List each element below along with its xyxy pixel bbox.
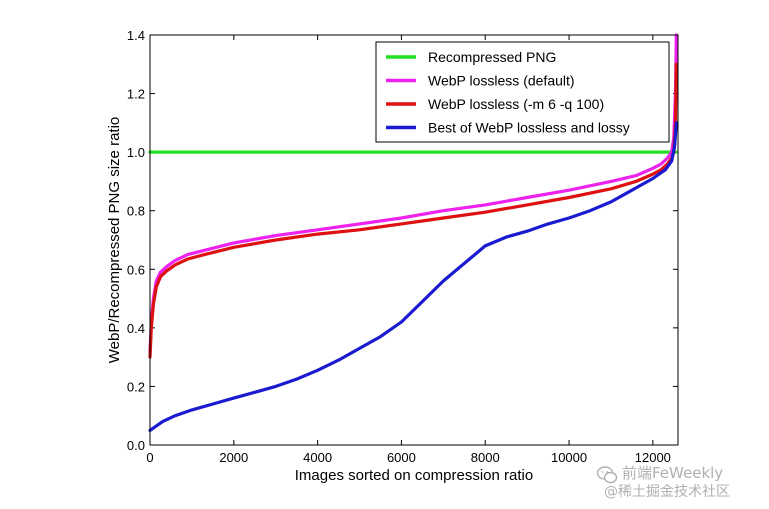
plot-frame (149, 34, 679, 446)
wechat-icon (596, 466, 618, 484)
x-tick-label: 8000 (471, 450, 500, 465)
watermark-line1: 前端FeWeekly (622, 464, 724, 482)
x-tick-label: 0 (146, 450, 153, 465)
legend-entry: WebP lossless (default) (428, 73, 575, 89)
x-tick-label: 6000 (387, 450, 416, 465)
series-line-3 (148, 62, 678, 359)
y-axis-label: WebP/Recompressed PNG size ratio (106, 117, 123, 363)
watermark: 前端FeWeekly @稀土掘金技术社区 (596, 458, 766, 502)
y-tick-label: 0.6 (127, 262, 145, 277)
series-layer (148, 33, 678, 432)
legend-entry: Best of WebP lossless and lossy (428, 120, 630, 136)
y-tick-label: 1.2 (127, 87, 145, 102)
y-tick-label: 0.8 (127, 204, 145, 219)
legend-entry: Recompressed PNG (428, 49, 556, 65)
x-tick-label: 2000 (219, 450, 248, 465)
legend: Recompressed PNG WebP lossless (default) W… (375, 41, 670, 143)
x-tick-label: 12000 (635, 450, 671, 465)
legend-box (375, 41, 670, 143)
x-axis-label: Images sorted on compression ratio (295, 467, 533, 484)
tick-labels: 0 2000 4000 6000 8000 10000 12000 0.0 0.2 0.4 0.6 0… (127, 28, 671, 465)
series-line-4 (148, 121, 678, 432)
y-tick-label: 0.0 (127, 438, 145, 453)
y-tick-label: 0.4 (127, 321, 145, 336)
y-tick-label: 1.4 (127, 28, 145, 43)
y-tick-label: 1.0 (127, 145, 145, 160)
x-tick-label: 4000 (303, 450, 332, 465)
legend-entry: WebP lossless (-m 6 -q 100) (428, 96, 604, 112)
x-tick-label: 10000 (551, 450, 587, 465)
watermark-line2: @稀土掘金技术社区 (604, 484, 730, 500)
y-tick-label: 0.2 (127, 379, 145, 394)
series-line-2 (148, 33, 678, 353)
